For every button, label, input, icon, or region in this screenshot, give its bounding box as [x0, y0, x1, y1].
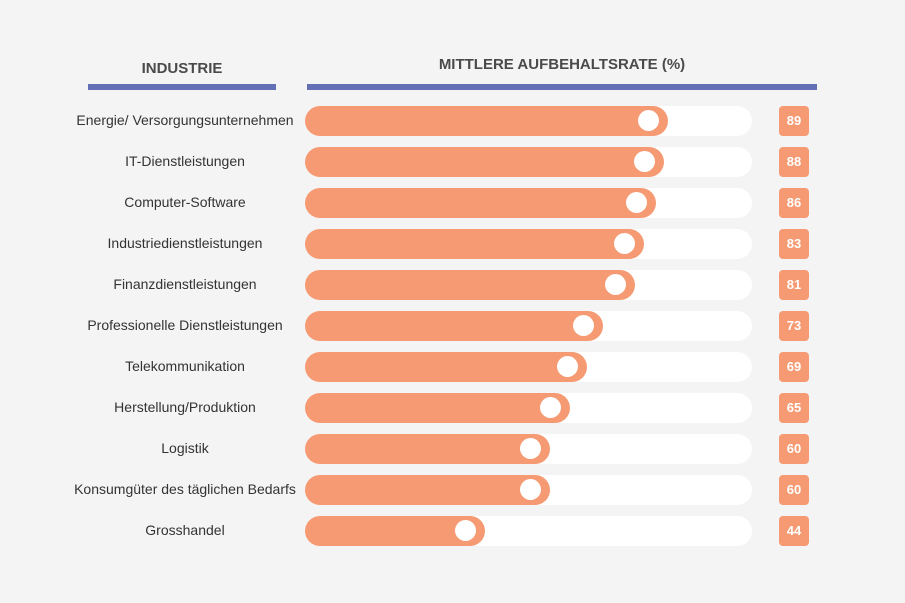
- bar-end-knob: [519, 438, 541, 459]
- bar: [305, 352, 587, 382]
- rate-column-header: MITTLERE AUFBEHALTSRATE (%): [438, 56, 686, 73]
- chart-row: Professionelle Dienstleistungen 73: [0, 311, 905, 341]
- bar-end-knob: [540, 397, 562, 418]
- value-label: 73: [779, 311, 809, 341]
- value-label: 89: [779, 106, 809, 136]
- bar-end-knob: [454, 520, 476, 541]
- category-label: Logistik: [161, 440, 209, 456]
- chart-row: Computer-Software 86: [0, 188, 905, 218]
- bar-track: [305, 270, 752, 300]
- industry-header-underline: [88, 84, 276, 90]
- bar-end-knob: [625, 192, 647, 213]
- bar-end-knob: [605, 274, 627, 295]
- category-label: Konsumgüter des täglichen Bedarfs: [74, 481, 296, 497]
- bar-end-knob: [572, 315, 594, 336]
- bar-track: [305, 352, 752, 382]
- value-label: 60: [779, 434, 809, 464]
- bar: [305, 106, 669, 136]
- bar-end-knob: [634, 151, 656, 172]
- value-label: 44: [779, 516, 809, 546]
- bar-track: [305, 229, 752, 259]
- chart-row: Grosshandel 44: [0, 516, 905, 546]
- value-label: 86: [779, 188, 809, 218]
- chart-row: Industriedienstleistungen 83: [0, 229, 905, 259]
- chart-row: Finanzdienstleistungen 81: [0, 270, 905, 300]
- bar-end-knob: [638, 110, 660, 131]
- chart-row: IT-Dienstleistungen 88: [0, 147, 905, 177]
- bar-track: [305, 475, 752, 505]
- bar-track: [305, 188, 752, 218]
- bar: [305, 188, 656, 218]
- bar-track: [305, 393, 752, 423]
- category-label: Herstellung/Produktion: [114, 399, 256, 415]
- bar: [305, 311, 603, 341]
- value-label: 60: [779, 475, 809, 505]
- category-label: Telekommunikation: [125, 358, 245, 374]
- rate-header-underline: [307, 84, 817, 90]
- category-label: Industriedienstleistungen: [107, 235, 263, 251]
- bar-end-knob: [613, 233, 635, 254]
- value-label: 83: [779, 229, 809, 259]
- value-label: 81: [779, 270, 809, 300]
- bar-track: [305, 311, 752, 341]
- bar-end-knob: [519, 479, 541, 500]
- bar-track: [305, 434, 752, 464]
- bar-track: [305, 147, 752, 177]
- bar-track: [305, 516, 752, 546]
- bar-track: [305, 106, 752, 136]
- industry-column-header: INDUSTRIE: [141, 60, 223, 77]
- bar-end-knob: [556, 356, 578, 377]
- chart-row: Herstellung/Produktion 65: [0, 393, 905, 423]
- category-label: IT-Dienstleistungen: [125, 153, 245, 169]
- value-label: 88: [779, 147, 809, 177]
- bar: [305, 434, 550, 464]
- category-label: Energie/ Versorgungsunternehmen: [76, 112, 294, 128]
- chart-row: Logistik 60: [0, 434, 905, 464]
- chart-row: Telekommunikation 69: [0, 352, 905, 382]
- chart-row: Konsumgüter des täglichen Bedarfs 60: [0, 475, 905, 505]
- chart-row: Energie/ Versorgungsunternehmen 89: [0, 106, 905, 136]
- category-label: Finanzdienstleistungen: [113, 276, 257, 292]
- bar: [305, 475, 550, 505]
- category-label: Computer-Software: [124, 194, 246, 210]
- value-label: 65: [779, 393, 809, 423]
- bar: [305, 147, 665, 177]
- bar: [305, 393, 571, 423]
- value-label: 69: [779, 352, 809, 382]
- bar: [305, 270, 636, 300]
- category-label: Grosshandel: [145, 522, 225, 538]
- bar: [305, 229, 644, 259]
- category-label: Professionelle Dienstleistungen: [87, 317, 283, 333]
